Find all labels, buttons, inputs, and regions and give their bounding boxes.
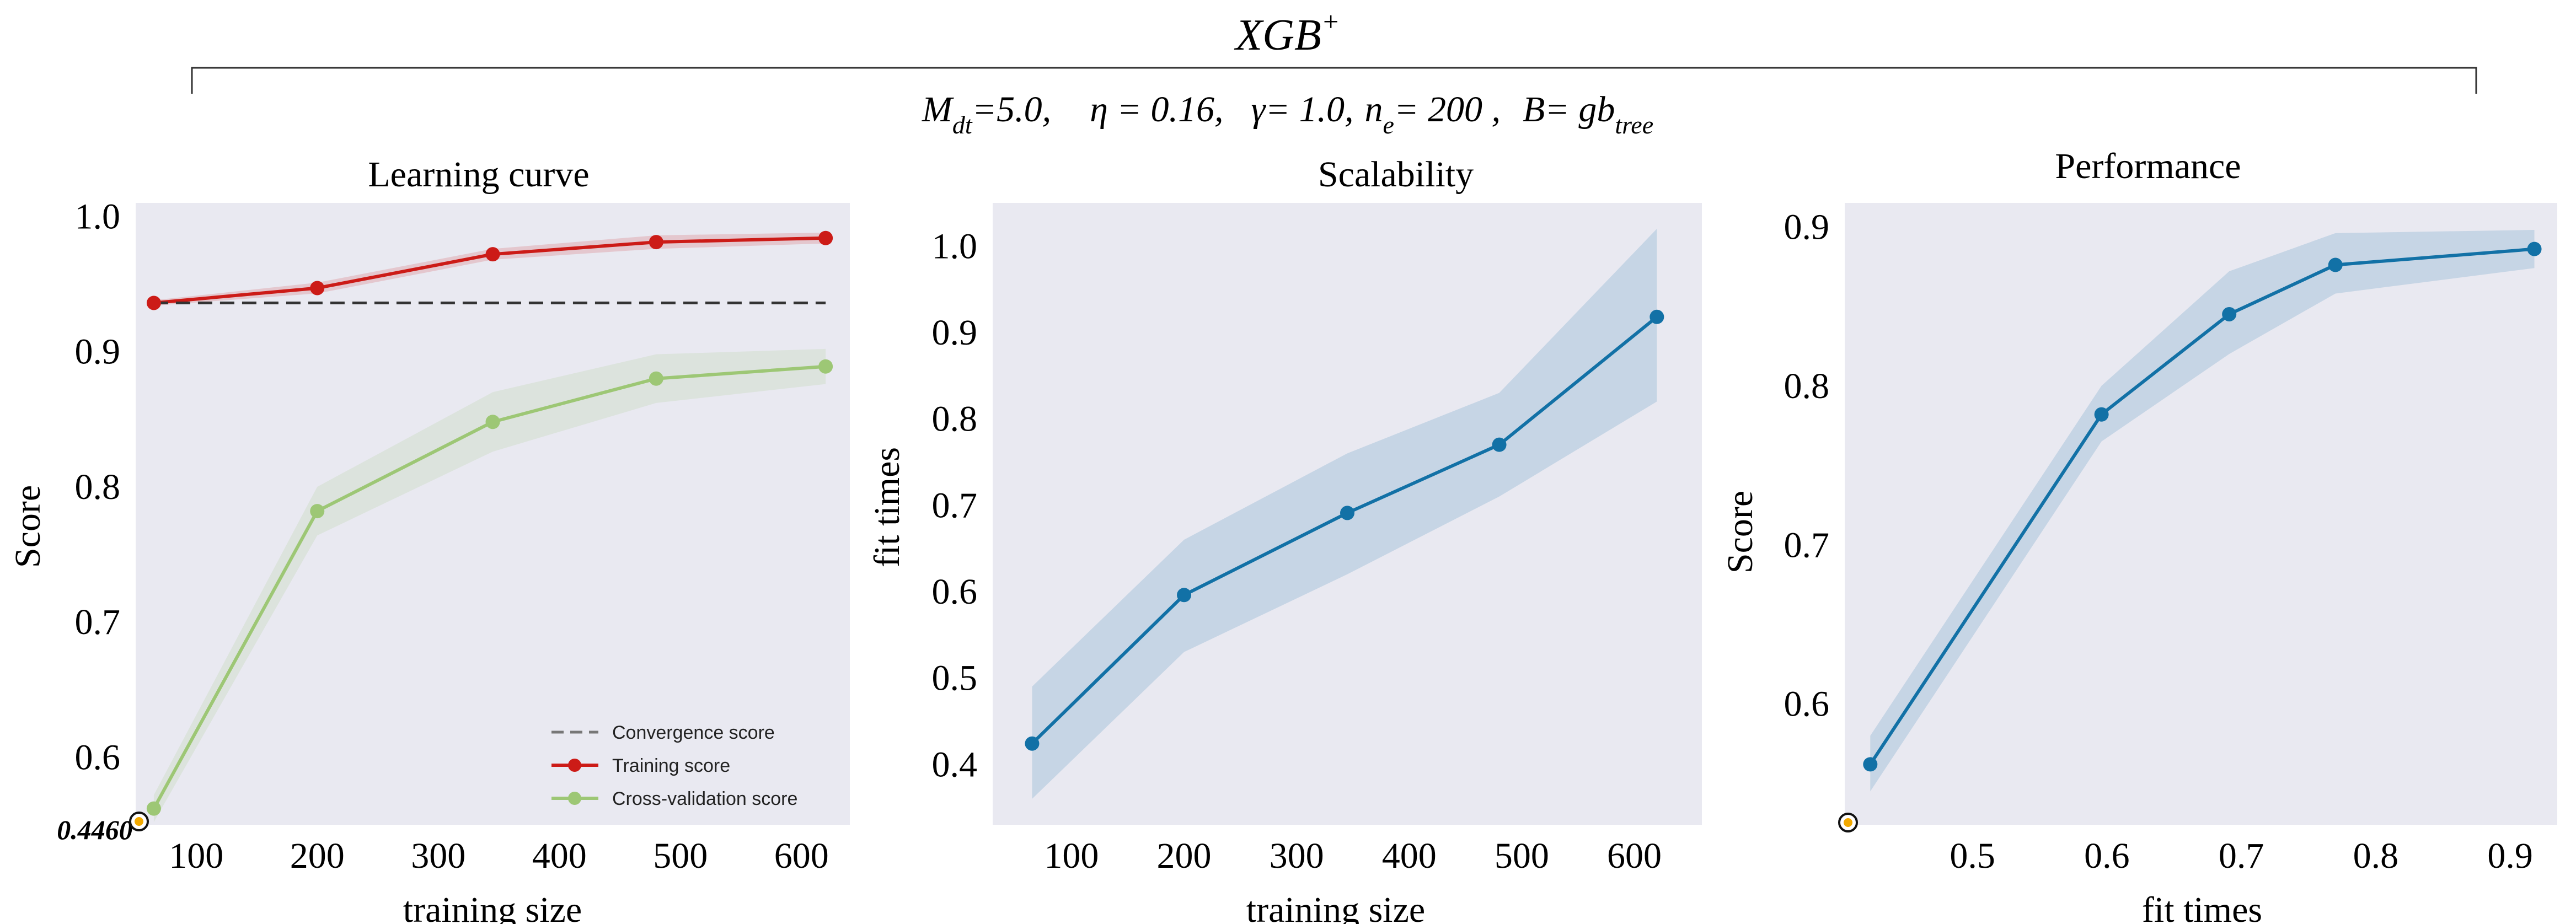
data-point [1340, 506, 1354, 520]
x-tick-label: 200 [290, 836, 345, 876]
y-tick-label: 0.9 [932, 313, 978, 353]
x-tick-label: 200 [1157, 836, 1212, 876]
data-point [2527, 241, 2542, 256]
data-point [1863, 757, 1878, 772]
x-tick-label: 500 [653, 836, 708, 876]
figure-title-text: XGB [1234, 11, 1321, 60]
legend-label-cross-validation: Cross-validation score [612, 788, 797, 809]
confidence-band [153, 348, 826, 823]
y-tick-label: 0.9 [75, 332, 121, 372]
y-tick-label: 1.0 [932, 226, 978, 266]
y-tick-label: 1.0 [75, 197, 121, 237]
data-point [1025, 736, 1040, 751]
y-tick-label: 0.4 [932, 744, 978, 785]
y-tick-label: 0.6 [75, 737, 121, 777]
learning-curve-chart: Learning curve 100 200 300 400 500 600 0.6 0.7 0… [8, 154, 850, 924]
plot-area [136, 203, 850, 825]
x-tick-label: 400 [1382, 836, 1437, 876]
chart-title: Scalability [1318, 154, 1474, 195]
data-point [649, 235, 663, 250]
x-tick-label: 0.9 [2487, 836, 2533, 876]
y-tick-label: 0.8 [932, 399, 978, 439]
x-axis-label: training size [1246, 890, 1425, 924]
data-point [1177, 588, 1192, 603]
y-axis-label: fit times [867, 447, 907, 567]
y-tick-label: 0.7 [932, 485, 978, 525]
x-tick-label: 0.8 [2353, 836, 2399, 876]
y-tick-label: 0.8 [1784, 366, 1830, 406]
chart-title: Performance [2055, 146, 2241, 186]
x-tick-label: 500 [1495, 836, 1549, 876]
annotation-value: 0.4460 [57, 814, 133, 845]
legend-marker-training [568, 759, 581, 772]
x-tick-label: 600 [1607, 836, 1662, 876]
y-axis-label: Score [1720, 491, 1760, 573]
y-tick-label: 0.6 [1784, 684, 1830, 724]
x-tick-label: 100 [169, 836, 223, 876]
data-point [818, 359, 833, 374]
data-point [485, 247, 500, 262]
parameter-line: Mdt=5.0, η = 0.16, γ= 1.0, ne= 200 , B= gbtr… [922, 89, 1653, 139]
y-tick-label: 0.5 [932, 658, 978, 699]
chart-title: Learning curve [368, 154, 589, 195]
data-point [2094, 407, 2109, 422]
data-point [2222, 307, 2237, 321]
figure-title: XGB+ [1234, 6, 1340, 60]
x-tick-label: 0.5 [1950, 836, 1995, 876]
legend-label-convergence: Convergence score [612, 722, 775, 743]
x-tick-label: 0.6 [2084, 836, 2130, 876]
header-bracket [191, 67, 2477, 94]
x-axis-label: training size [403, 890, 582, 924]
annotation-marker-dot [135, 817, 143, 826]
x-tick-label: 600 [774, 836, 829, 876]
performance-chart: Performance 0.5 0.6 0.7 0.8 0.90.60.70.80.9 … [1720, 146, 2557, 924]
data-point [310, 504, 325, 519]
x-tick-label: 0.7 [2219, 836, 2264, 876]
x-axis-label: fit times [2142, 890, 2262, 924]
y-tick-label: 0.8 [75, 467, 121, 507]
figure-title-sup: + [1321, 6, 1340, 37]
data-point [1650, 309, 1664, 324]
data-point [146, 801, 161, 816]
legend-marker-cross-validation [568, 792, 581, 805]
y-axis-label: Score [8, 485, 48, 568]
y-tick-label: 0.7 [75, 602, 121, 642]
x-tick-label: 400 [532, 836, 587, 876]
data-point [310, 281, 325, 296]
data-point [146, 296, 161, 310]
data-point [485, 415, 500, 429]
scalability-chart: Scalability 100 200 300 400 500 600 0.4 0.5 0.6 0… [867, 154, 1702, 924]
confidence-band [1870, 230, 2535, 792]
data-point [649, 371, 663, 386]
figure-header: XGB+ Mdt=5.0, η = 0.16, γ= 1.0, ne= 200 , B=… [191, 6, 2477, 139]
x-tick-label: 300 [411, 836, 465, 876]
annotation-marker-dot [1844, 818, 1852, 827]
legend-label-training: Training score [612, 755, 730, 776]
data-point [2328, 257, 2343, 272]
y-tick-label: 0.6 [932, 572, 978, 612]
plot-area [1845, 203, 2557, 825]
y-tick-label: 0.9 [1784, 207, 1830, 247]
data-point [1492, 437, 1507, 452]
x-tick-label: 300 [1270, 836, 1324, 876]
data-point [818, 230, 833, 245]
x-tick-label: 100 [1044, 836, 1099, 876]
legend: Convergence score Training score Cross-v… [551, 722, 797, 809]
y-tick-label: 0.7 [1784, 525, 1830, 565]
